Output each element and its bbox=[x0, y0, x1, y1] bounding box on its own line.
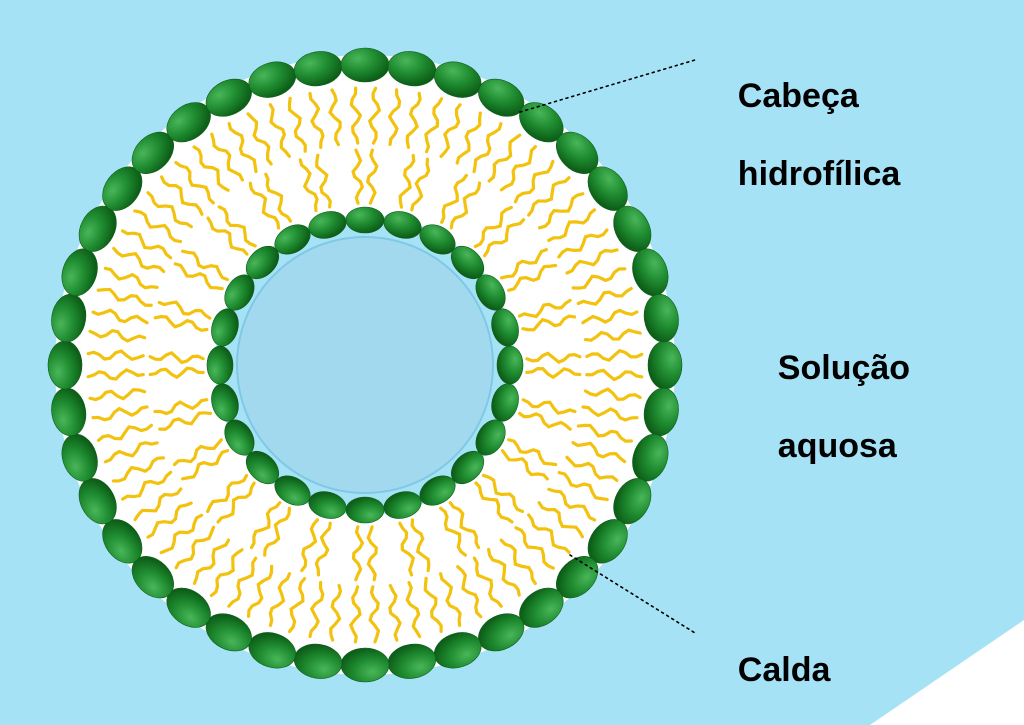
label-aq-line1: Solução bbox=[778, 349, 910, 387]
label-hydrophilic-head: Cabeça hidrofílica bbox=[700, 38, 900, 233]
label-head-line1: Cabeça bbox=[738, 77, 859, 115]
label-tail-line1: Calda bbox=[738, 651, 831, 689]
label-aq-line2: aquosa bbox=[778, 427, 897, 465]
label-aqueous-solution: Solução aquosa bbox=[740, 310, 910, 505]
aqueous-core bbox=[237, 237, 493, 493]
label-hydrophobic-tail: Calda hidrofóbica bbox=[700, 612, 923, 725]
label-head-line2: hidrofílica bbox=[738, 155, 900, 193]
diagram-stage: Cabeça hidrofílica Solução aquosa Calda … bbox=[0, 0, 1024, 725]
